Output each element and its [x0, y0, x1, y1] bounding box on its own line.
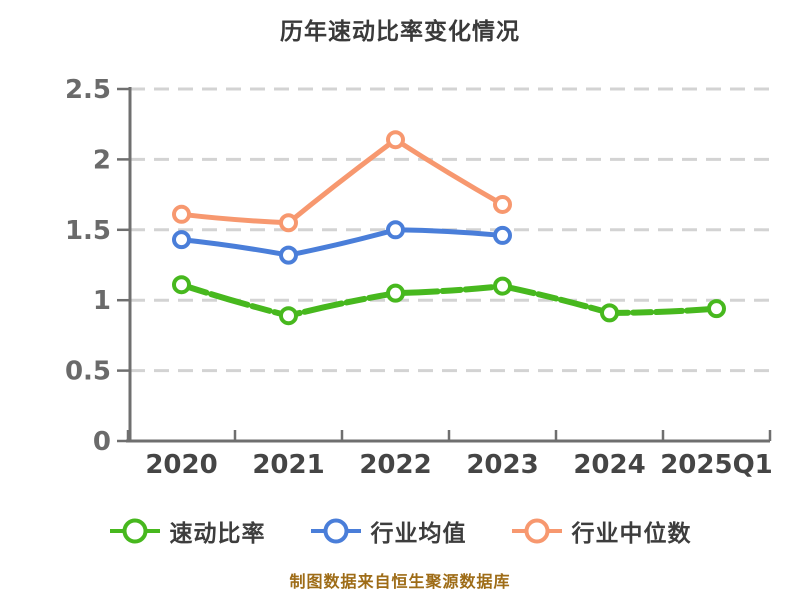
svg-text:0.5: 0.5 — [65, 357, 111, 387]
data-source-note: 制图数据来自恒生聚源数据库 — [289, 572, 511, 591]
svg-text:2020: 2020 — [145, 450, 217, 480]
svg-text:2023: 2023 — [466, 450, 538, 480]
svg-text:2: 2 — [93, 145, 111, 175]
svg-text:1: 1 — [93, 286, 111, 316]
industry-median-line-marker-icon — [511, 518, 562, 544]
svg-text:0: 0 — [93, 427, 111, 457]
chart-title: 历年速动比率变化情况 — [280, 19, 520, 45]
legend-item-industry-median: 行业中位数 — [511, 514, 692, 548]
quick-ratio-line-marker-icon — [109, 518, 160, 544]
svg-text:2025Q1: 2025Q1 — [660, 450, 773, 480]
svg-text:2024: 2024 — [573, 450, 645, 480]
legend-item-industry-average: 行业均值 — [310, 514, 467, 548]
legend-label: 速动比率 — [169, 521, 266, 547]
legend-label: 行业中位数 — [571, 521, 692, 547]
legend-label: 行业均值 — [370, 521, 467, 547]
svg-text:2.5: 2.5 — [65, 75, 111, 105]
legend-item-quick-ratio: 速动比率 — [109, 514, 266, 548]
svg-text:2022: 2022 — [359, 450, 431, 480]
legend: 速动比率 行业均值 行业中位数 — [0, 508, 800, 554]
svg-text:2021: 2021 — [252, 450, 324, 480]
line-chart: 0 0.5 1 1.5 2 2.5 2020 2021 2022 2023 2024 2025Q1 — [65, 75, 773, 480]
industry-average-line-marker-icon — [310, 518, 361, 544]
svg-text:1.5: 1.5 — [65, 216, 111, 246]
